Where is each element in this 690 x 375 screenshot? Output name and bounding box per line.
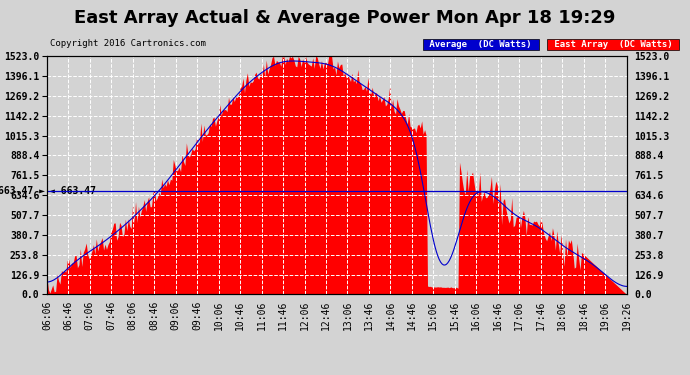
Text: ◄ 663.47: ◄ 663.47 <box>49 186 96 196</box>
Text: East Array  (DC Watts): East Array (DC Watts) <box>549 40 678 49</box>
Text: Copyright 2016 Cartronics.com: Copyright 2016 Cartronics.com <box>50 39 206 48</box>
Text: East Array Actual & Average Power Mon Apr 18 19:29: East Array Actual & Average Power Mon Ap… <box>75 9 615 27</box>
Text: Average  (DC Watts): Average (DC Watts) <box>424 40 538 49</box>
Text: 663.47 ►: 663.47 ► <box>0 186 45 196</box>
